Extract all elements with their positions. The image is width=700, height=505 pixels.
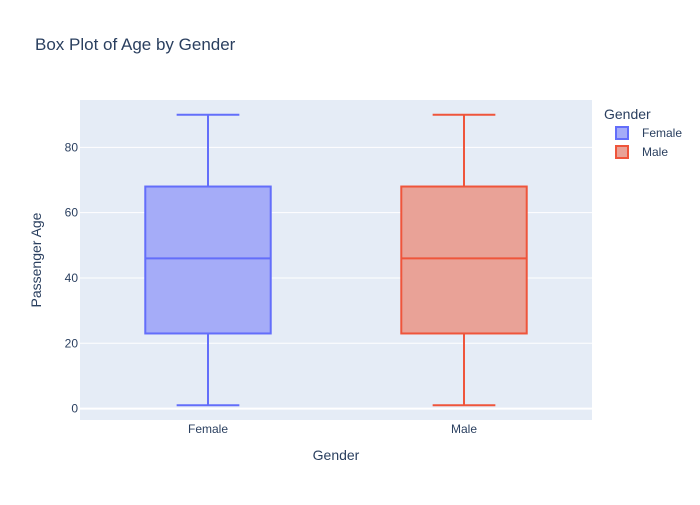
y-tick-label: 0 [71, 402, 78, 416]
legend-item-female[interactable]: Female [615, 126, 682, 140]
y-tick-label: 80 [65, 140, 79, 154]
chart-title: Box Plot of Age by Gender [35, 35, 236, 54]
iqr-box [144, 185, 272, 335]
legend-title: Gender [604, 106, 651, 122]
x-tick-labels: Female Male [188, 422, 477, 436]
iqr-box [400, 185, 528, 335]
y-tick-labels: 0 20 40 60 80 [65, 140, 79, 415]
y-tick-label: 60 [65, 206, 79, 220]
x-tick-label: Female [188, 422, 228, 436]
legend-swatch [615, 145, 629, 159]
y-axis-title: Passenger Age [28, 212, 44, 307]
legend[interactable]: Gender Female Male [604, 106, 682, 159]
legend-label: Female [642, 126, 682, 140]
legend-item-male[interactable]: Male [615, 145, 668, 159]
legend-items: Female Male [615, 126, 682, 159]
y-tick-label: 20 [65, 336, 79, 350]
legend-swatch [615, 126, 629, 140]
box-layer [144, 113, 528, 407]
x-axis-title: Gender [313, 447, 360, 463]
x-tick-label: Male [451, 422, 477, 436]
box-female[interactable] [144, 113, 272, 407]
box-male[interactable] [400, 113, 528, 407]
y-tick-label: 40 [65, 271, 79, 285]
legend-label: Male [642, 145, 668, 159]
